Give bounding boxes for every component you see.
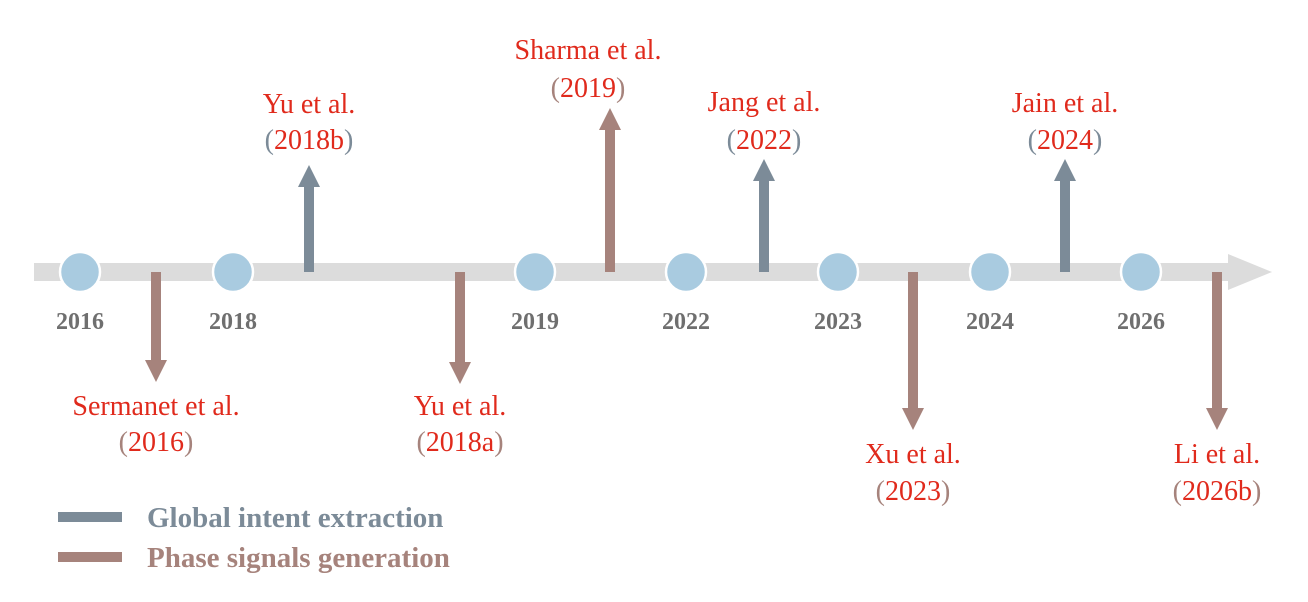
paper-arrow-7	[1206, 272, 1228, 430]
arrow-down-icon	[449, 362, 471, 384]
year-label-2018: 2018	[209, 309, 257, 335]
arrow-shaft	[1212, 272, 1222, 409]
paper-author: Xu et al.	[865, 439, 961, 470]
arrow-shaft	[304, 186, 314, 272]
year-node-2018	[211, 250, 255, 294]
axis-bar	[34, 263, 1240, 281]
paper-arrows	[145, 108, 1228, 430]
paper-label-1: Yu et al. (2018b)	[263, 89, 356, 156]
paper-author: Sermanet et al.	[72, 391, 239, 422]
paper-author: Jang et al.	[708, 87, 821, 118]
paper-year: (2016)	[119, 427, 194, 458]
arrow-shaft	[1060, 180, 1070, 272]
paper-year: (2024)	[1028, 125, 1103, 156]
paper-author: Sharma et al.	[515, 35, 662, 66]
timeline-axis	[34, 254, 1272, 290]
arrow-up-icon	[599, 108, 621, 130]
year-label-2023: 2023	[814, 309, 862, 335]
paper-labels: Sermanet et al.(2016)Yu et al.(2018b)Yu …	[72, 35, 1261, 507]
paper-arrow-4	[753, 159, 775, 272]
legend: Global intent extraction Phase signals ge…	[58, 502, 450, 574]
year-node-2022	[664, 250, 708, 294]
arrow-up-icon	[298, 165, 320, 187]
paper-author: Jain et al.	[1012, 88, 1119, 119]
year-node-2024	[968, 250, 1012, 294]
year-node-2019	[513, 250, 557, 294]
year-label-2016: 2016	[56, 309, 104, 335]
paper-label-7: Li et al. (2026b)	[1173, 439, 1262, 507]
arrow-shaft	[908, 272, 918, 409]
paper-year: (2026b)	[1173, 476, 1262, 507]
year-node-2023	[816, 250, 860, 294]
arrow-shaft	[455, 272, 465, 363]
paper-author: Li et al.	[1174, 439, 1260, 470]
paper-label-3: Sharma et al. (2019)	[515, 35, 662, 104]
paper-label-0: Sermanet et al. (2016)	[72, 391, 239, 458]
arrow-down-icon	[902, 408, 924, 430]
legend-item-global: Global intent extraction	[58, 502, 443, 534]
year-label-2022: 2022	[662, 309, 710, 335]
arrow-down-icon	[145, 360, 167, 382]
arrow-shaft	[605, 129, 615, 272]
paper-label-5: Xu et al. (2023)	[865, 439, 961, 507]
paper-arrow-6	[1054, 159, 1076, 272]
paper-arrow-3	[599, 108, 621, 272]
paper-year: (2022)	[727, 125, 802, 156]
legend-swatch	[58, 552, 122, 562]
year-label-2019: 2019	[511, 309, 559, 335]
paper-arrow-2	[449, 272, 471, 384]
paper-year: (2019)	[551, 73, 626, 104]
paper-label-6: Jain et al. (2024)	[1012, 88, 1119, 156]
arrow-shaft	[151, 272, 161, 361]
year-node-2026	[1119, 250, 1163, 294]
paper-label-4: Jang et al. (2022)	[708, 87, 821, 156]
paper-label-2: Yu et al. (2018a)	[414, 391, 507, 458]
year-label-2026: 2026	[1117, 309, 1165, 335]
arrow-up-icon	[1054, 159, 1076, 181]
year-nodes: 2016 2018 2019 2022 2023 2024 2026	[56, 250, 1165, 335]
legend-swatch	[58, 512, 122, 522]
legend-label: Global intent extraction	[147, 502, 443, 534]
arrow-down-icon	[1206, 408, 1228, 430]
year-node-2016	[58, 250, 102, 294]
axis-arrowhead-icon	[1228, 254, 1272, 290]
arrow-shaft	[759, 180, 769, 272]
paper-arrow-5	[902, 272, 924, 430]
paper-year: (2018a)	[416, 427, 503, 458]
paper-arrow-1	[298, 165, 320, 272]
legend-label: Phase signals generation	[147, 542, 450, 574]
legend-item-phase: Phase signals generation	[58, 542, 450, 574]
paper-author: Yu et al.	[414, 391, 507, 422]
paper-arrow-0	[145, 272, 167, 382]
paper-year: (2018b)	[265, 125, 354, 156]
arrow-up-icon	[753, 159, 775, 181]
paper-year: (2023)	[876, 476, 951, 507]
paper-author: Yu et al.	[263, 89, 356, 120]
year-label-2024: 2024	[966, 309, 1014, 335]
